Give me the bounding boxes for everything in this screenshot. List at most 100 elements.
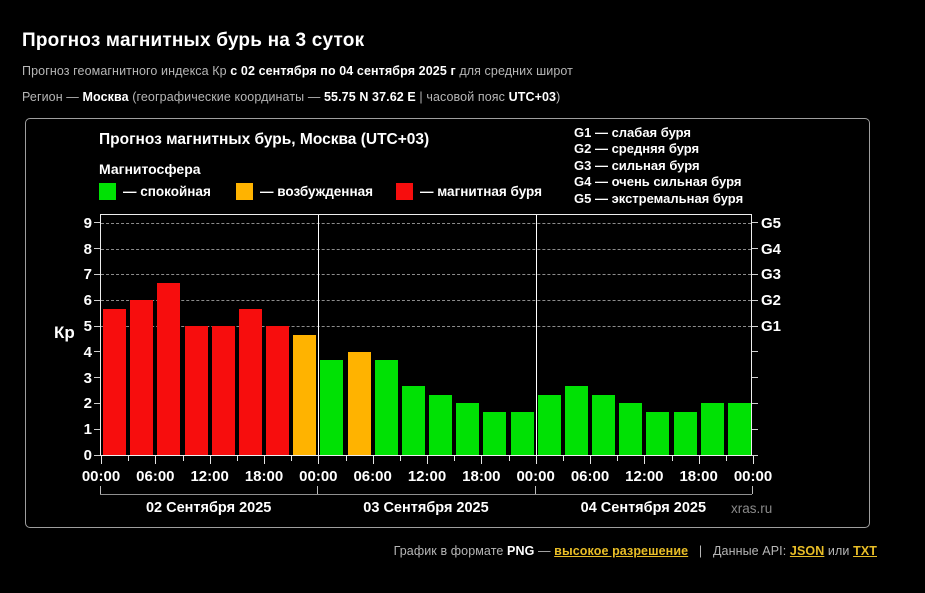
kp-bar (293, 334, 317, 455)
date-boundary-tick (534, 486, 536, 494)
x-axis-time-label: 12:00 (407, 468, 447, 485)
kp-bar (483, 411, 507, 455)
gridline-kp7 (101, 274, 751, 276)
x-axis-tick (209, 456, 211, 464)
page-header: Прогноз магнитных бурь на 3 суток Прогно… (0, 0, 925, 104)
footer-separator: | (688, 544, 713, 558)
excited-swatch (236, 183, 253, 200)
kp-bar (727, 403, 751, 455)
date-axis-line (100, 494, 752, 495)
y-axis-tick (94, 402, 100, 404)
kp-bar (103, 308, 127, 455)
y-axis-tick-label: 3 (83, 369, 92, 387)
x-axis-tick (535, 456, 537, 464)
x-axis-tick (318, 456, 320, 464)
kp-bar (619, 403, 643, 455)
x-axis-tick (753, 456, 754, 464)
right-axis-tick (752, 428, 758, 430)
chart-panel: Прогноз магнитных бурь, Москва (UTC+03) … (25, 118, 870, 528)
json-link[interactable]: JSON (789, 544, 825, 558)
g5-legend-line: G5 — экстремальная буря (574, 190, 744, 206)
x-axis-tick (698, 456, 700, 464)
timezone-label: | часовой пояс (415, 90, 509, 104)
x-axis-tick (427, 456, 428, 464)
high-resolution-link[interactable]: высокое разрешение (554, 544, 689, 558)
kp-axis-label: Кр (54, 323, 75, 342)
y-axis-tick-label: 6 (83, 292, 92, 310)
g1-legend-line: G1 — слабая буря (574, 125, 692, 140)
x-axis-tick (590, 456, 591, 464)
x-axis-tick (454, 456, 456, 461)
storm-swatch (396, 183, 413, 200)
right-axis-tick (752, 454, 758, 456)
gridline-kp5 (101, 326, 751, 327)
right-axis-tick (752, 273, 758, 275)
kp-bar (429, 394, 453, 455)
x-axis-tick (345, 456, 347, 461)
date-boundary-tick (317, 486, 319, 494)
kp-bar (266, 326, 290, 455)
txt-link[interactable]: TXT (853, 544, 877, 558)
x-axis-time-label: 00:00 (81, 468, 121, 485)
kp-bar (564, 386, 588, 455)
x-axis-time-label: 00:00 (516, 468, 555, 485)
footer-format-label: График в формате (393, 544, 508, 558)
right-axis-tick (752, 299, 758, 301)
x-axis-time-label: 06:00 (570, 468, 610, 485)
subtitle-text: Прогноз геомагнитного индекса Кр (22, 64, 231, 78)
legend-label-storm: — магнитная буря (420, 184, 542, 199)
x-axis-time-label: 00:00 (299, 468, 338, 485)
kp-bar (157, 282, 181, 455)
page-footer: График в формате PNG — высокое разрешени… (0, 544, 877, 558)
y-axis-tick (94, 428, 100, 430)
kp-bar (211, 326, 235, 455)
gridline-kp9 (101, 222, 751, 224)
x-axis-time-label: 12:00 (625, 468, 664, 485)
y-axis-tick (94, 248, 100, 250)
x-axis-tick (725, 456, 727, 461)
x-axis-tick (155, 456, 157, 464)
x-axis-tick (617, 456, 619, 461)
x-axis-tick (291, 456, 293, 461)
footer-png-label: PNG (507, 544, 535, 558)
subtitle-region: Регион — Москва (географические координа… (22, 90, 925, 104)
g-axis-label-g3: G3 (761, 266, 782, 284)
footer-api-label: Данные API: (712, 544, 790, 558)
x-axis-tick (182, 456, 184, 461)
x-axis-tick (399, 456, 401, 461)
gridline-kp8 (101, 248, 751, 250)
calm-swatch (99, 183, 116, 200)
right-axis-tick (752, 402, 758, 404)
x-axis-tick (481, 456, 483, 464)
kp-bar (130, 300, 154, 455)
day-separator (318, 215, 320, 455)
x-axis-tick (128, 456, 130, 461)
x-axis-time-label: 18:00 (462, 468, 501, 485)
subtitle-latitudes: для средних широт (455, 64, 573, 78)
date-label: 04 Сентября 2025 (580, 500, 707, 516)
subtitle-forecast-range: Прогноз геомагнитного индекса Кр с 02 се… (22, 64, 925, 78)
y-axis-tick-label: 1 (83, 421, 92, 439)
footer-or-label: или (824, 544, 854, 558)
g-axis-label-g4: G4 (761, 240, 782, 258)
kp-bar (347, 351, 371, 455)
right-axis-tick (752, 351, 758, 353)
y-axis-tick-label: 4 (83, 343, 92, 361)
kp-bar (646, 411, 670, 455)
y-axis-tick-label: 9 (83, 214, 92, 232)
kp-bar (510, 411, 534, 455)
y-axis-tick (94, 273, 100, 275)
date-boundary-tick (100, 486, 101, 494)
x-axis-time-label: 18:00 (244, 468, 284, 485)
page-title: Прогноз магнитных бурь на 3 суток (22, 30, 365, 51)
x-axis-time-label: 06:00 (353, 468, 392, 485)
footer-dash: — (534, 544, 555, 558)
coords-label: (географические координаты — (128, 90, 324, 104)
date-label: 02 Сентября 2025 (145, 500, 272, 516)
kp-bar (592, 394, 616, 455)
subtitle-dates: с 02 сентября по 04 сентября 2025 г (230, 64, 456, 78)
kp-bar (320, 360, 344, 455)
y-axis-tick-label: 0 (83, 447, 92, 464)
g-axis-label-g1: G1 (761, 318, 782, 335)
y-axis-tick-label: 2 (83, 395, 92, 413)
